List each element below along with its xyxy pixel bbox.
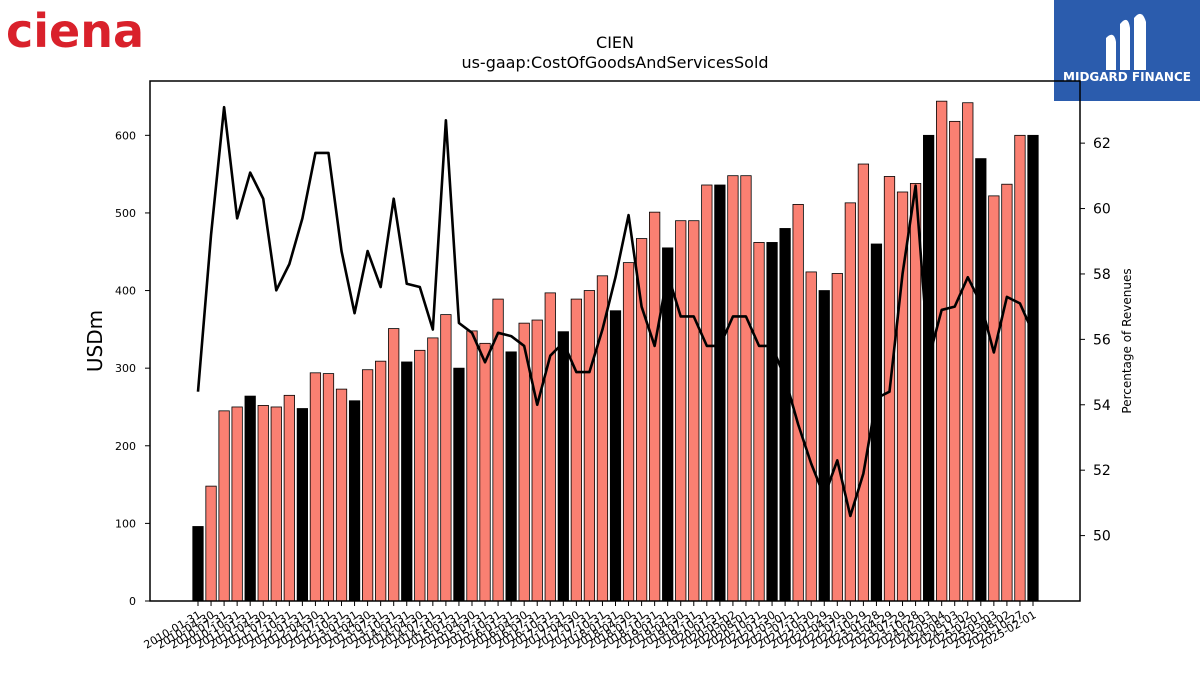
bar: [453, 367, 465, 602]
bar: [792, 203, 804, 602]
bar: [818, 290, 830, 602]
bar: [466, 330, 478, 602]
y2-tick-label: 62: [1093, 136, 1111, 152]
bar: [309, 372, 322, 602]
bar: [440, 314, 452, 602]
y2-tick-label: 60: [1093, 202, 1111, 218]
bar: [714, 184, 726, 602]
bar: [1014, 134, 1026, 602]
bar: [923, 134, 935, 602]
bar: [609, 310, 622, 602]
y-axis-right: 50 52 54 56 58 60 62: [1080, 136, 1111, 545]
bar: [949, 120, 961, 602]
bar: [244, 395, 256, 602]
y2-tick-label: 58: [1093, 267, 1111, 283]
midgard-emblem-icon: [1106, 13, 1146, 70]
bar: [779, 228, 791, 602]
bar: [635, 238, 648, 602]
y-tick-label: 0: [129, 595, 136, 608]
bar: [322, 373, 335, 602]
bar: [283, 394, 295, 602]
x-axis: 2010-01-312010-04-302010-07-312010-10-31…: [142, 601, 1039, 652]
bar: [335, 388, 348, 602]
y-tick-label: 200: [115, 440, 136, 453]
bar: [531, 319, 543, 602]
bar: [1001, 183, 1013, 602]
bar: [988, 195, 1000, 602]
y2-axis-label: Percentage of Revenues: [1120, 268, 1134, 413]
y-tick-label: 400: [115, 285, 136, 298]
bar: [701, 184, 713, 602]
bar: [205, 485, 217, 602]
y-tick-label: 300: [115, 362, 136, 375]
bar: [361, 369, 374, 602]
y-tick-label: 100: [115, 517, 136, 530]
bar: [492, 298, 504, 602]
bar: [727, 175, 739, 602]
y2-tick-label: 50: [1093, 529, 1111, 545]
bar: [962, 102, 974, 602]
y-axis-label: USDm: [83, 310, 107, 372]
bar: [557, 331, 569, 602]
bar: [192, 526, 204, 602]
y2-tick-label: 54: [1093, 398, 1111, 414]
bar: [857, 163, 870, 602]
bar: [414, 349, 426, 602]
bar: [375, 360, 387, 602]
bar: [844, 202, 856, 602]
bar: [753, 242, 765, 602]
bar: [805, 271, 817, 602]
midgard-finance-logo: MIDGARD FINANCE: [1054, 0, 1200, 101]
bar: [218, 410, 230, 602]
bar: [505, 351, 517, 602]
y2-tick-label: 52: [1093, 463, 1111, 479]
y-axis-left: 0 100 200 300 400 500 600: [115, 129, 150, 608]
bar: [401, 361, 413, 602]
y2-tick-label: 56: [1093, 332, 1111, 348]
bar: [427, 337, 439, 602]
bar: [296, 408, 309, 602]
bar: [544, 292, 556, 602]
bar: [348, 400, 361, 602]
bar: [570, 298, 582, 602]
ciena-logo: ciena: [6, 0, 156, 60]
bar: [622, 262, 635, 602]
bar: [583, 290, 596, 602]
chart-subtitle: us-gaap:CostOfGoodsAndServicesSold: [461, 53, 768, 72]
bar: [975, 158, 987, 602]
ciena-logo-text: ciena: [6, 4, 144, 58]
bar: [270, 406, 282, 602]
bar: [231, 406, 243, 602]
bar: [688, 220, 700, 602]
bar: [649, 211, 661, 602]
bar: [257, 405, 269, 602]
bar: [766, 242, 778, 602]
y-tick-label: 500: [115, 207, 136, 220]
bar: [479, 342, 491, 602]
bar: [740, 175, 752, 602]
bar: [936, 100, 948, 602]
midgard-logo-text: MIDGARD FINANCE: [1063, 70, 1191, 84]
bar-series: [192, 100, 1039, 602]
bar: [675, 220, 687, 602]
bar: [388, 328, 400, 602]
bar: [1027, 134, 1039, 602]
chart-title: CIEN: [596, 33, 634, 52]
bar: [831, 273, 843, 602]
percentage-line: [196, 105, 1035, 518]
y-tick-label: 600: [115, 129, 136, 142]
